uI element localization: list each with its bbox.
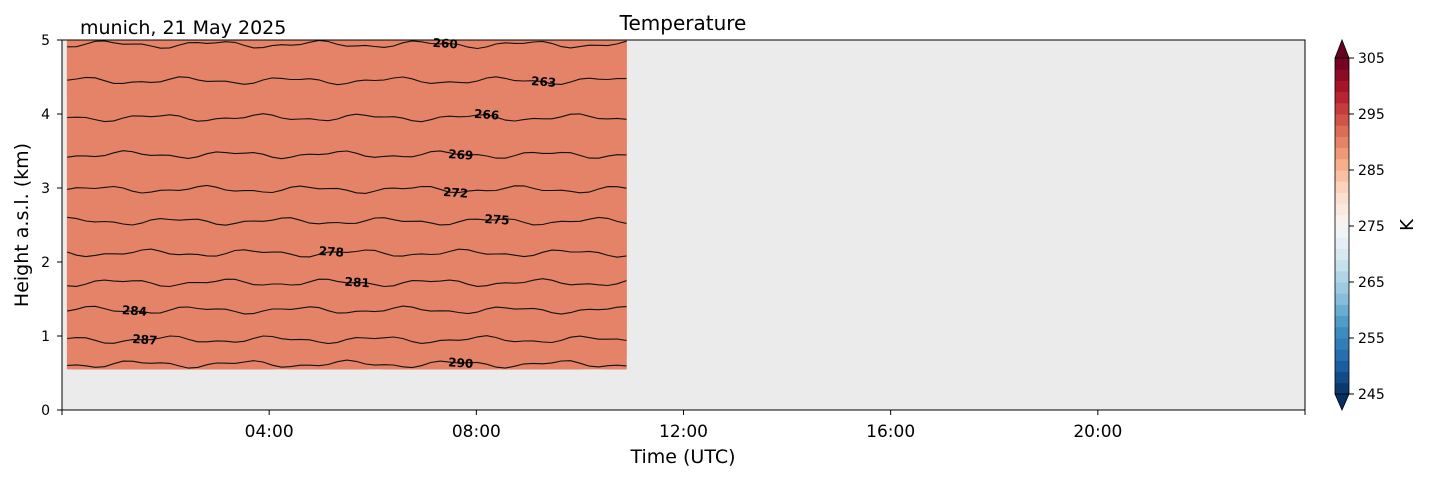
contour-label-275: 275 xyxy=(484,212,510,228)
x-tick-label-3: 16:00 xyxy=(866,422,915,442)
colorbar-segment-27 xyxy=(1335,80,1349,93)
colorbar-segment-1 xyxy=(1335,371,1349,384)
colorbar-segment-8 xyxy=(1335,293,1349,305)
contour-266 xyxy=(67,113,627,123)
colorbar-segment-18 xyxy=(1335,181,1349,193)
contour-263 xyxy=(67,76,627,86)
x-tick-label-2: 12:00 xyxy=(659,422,708,442)
y-tick-label-5: 5 xyxy=(41,33,50,49)
colorbar-segment-13 xyxy=(1335,237,1349,249)
contour-label-281: 281 xyxy=(344,275,370,291)
colorbar-segment-3 xyxy=(1335,349,1349,361)
contour-label-269: 269 xyxy=(448,147,474,163)
colorbar-segment-5 xyxy=(1335,326,1349,339)
temperature-field xyxy=(66,40,627,370)
contour-290 xyxy=(67,359,627,369)
colorbar-segment-0 xyxy=(1335,382,1349,395)
colorbar-tick-label-6: 305 xyxy=(1358,51,1385,67)
contour-label-278: 278 xyxy=(318,244,344,260)
contour-label-260: 260 xyxy=(432,36,458,52)
colorbar-segment-17 xyxy=(1335,192,1349,205)
colorbar-ticks: 245 255 265 275 285 295 305 xyxy=(1349,51,1385,403)
colorbar-segment-21 xyxy=(1335,147,1349,160)
chart-subtitle: munich, 21 May 2025 xyxy=(80,17,286,39)
contour-label-284: 284 xyxy=(122,303,148,319)
contour-label-263: 263 xyxy=(531,74,557,90)
colorbar-tick-label-4: 285 xyxy=(1358,163,1385,179)
y-tick-label-4: 4 xyxy=(41,107,50,123)
colorbar-tick-label-3: 275 xyxy=(1358,219,1385,235)
colorbar-tick-label-5: 295 xyxy=(1358,107,1385,123)
chart-title: Temperature xyxy=(619,11,747,35)
colorbar-segment-7 xyxy=(1335,304,1349,317)
contour-lines xyxy=(67,40,627,369)
colorbar-segment-24 xyxy=(1335,114,1349,126)
colorbar-segment-23 xyxy=(1335,125,1349,137)
contour-287 xyxy=(67,335,627,345)
colorbar-segment-26 xyxy=(1335,91,1349,104)
colorbar-segment-16 xyxy=(1335,203,1349,216)
contour-label-290: 290 xyxy=(448,355,474,371)
colorbar-tick-label-0: 245 xyxy=(1358,387,1385,403)
contour-281 xyxy=(67,278,627,288)
colorbar-segment-6 xyxy=(1335,315,1349,328)
contour-label-266: 266 xyxy=(474,107,500,123)
colorbar-segment-28 xyxy=(1335,69,1349,81)
x-tick-label-1: 08:00 xyxy=(452,422,501,442)
colorbar-segment-12 xyxy=(1335,248,1349,261)
contour-284 xyxy=(67,305,627,315)
colorbar-segment-10 xyxy=(1335,270,1349,283)
y-tick-label-1: 1 xyxy=(41,329,50,345)
y-tick-label-0: 0 xyxy=(41,403,50,419)
colorbar xyxy=(1334,38,1350,411)
colorbar-extend-top xyxy=(1334,38,1350,59)
contour-260 xyxy=(67,40,627,50)
y-tick-label-3: 3 xyxy=(41,181,50,197)
colorbar-segment-20 xyxy=(1335,158,1349,171)
contour-269 xyxy=(67,150,627,160)
contour-label-287: 287 xyxy=(132,332,158,348)
colorbar-segment-22 xyxy=(1335,136,1349,149)
colorbar-segment-25 xyxy=(1335,102,1349,115)
colorbar-segment-29 xyxy=(1335,58,1349,70)
y-axis-label: Height a.s.l. (km) xyxy=(11,143,33,307)
y-tick-label-2: 2 xyxy=(41,255,50,271)
colorbar-extend-bottom xyxy=(1334,393,1350,411)
colorbar-segment-11 xyxy=(1335,259,1349,272)
contour-label-272: 272 xyxy=(443,185,469,201)
contour-275 xyxy=(67,216,627,226)
colorbar-tick-label-1: 255 xyxy=(1358,331,1385,347)
colorbar-segment-19 xyxy=(1335,170,1349,182)
colorbar-segment-9 xyxy=(1335,282,1349,294)
colorbar-segment-15 xyxy=(1335,214,1349,227)
contour-278 xyxy=(67,248,627,258)
x-axis-ticks: 04:00 08:00 12:00 16:00 20:00 xyxy=(61,410,1306,442)
y-axis-ticks: 0 1 2 3 4 5 xyxy=(41,33,62,419)
x-tick-label-0: 04:00 xyxy=(245,422,294,442)
colorbar-segment-4 xyxy=(1335,338,1349,350)
contour-272 xyxy=(67,184,627,194)
colorbar-segment-14 xyxy=(1335,226,1349,238)
colorbar-segment-2 xyxy=(1335,360,1349,373)
x-axis-label: Time (UTC) xyxy=(629,446,735,468)
colorbar-tick-label-2: 265 xyxy=(1358,275,1385,291)
colorbar-label: K xyxy=(1397,218,1418,231)
band-291 xyxy=(66,40,627,370)
x-tick-label-4: 20:00 xyxy=(1073,422,1122,442)
